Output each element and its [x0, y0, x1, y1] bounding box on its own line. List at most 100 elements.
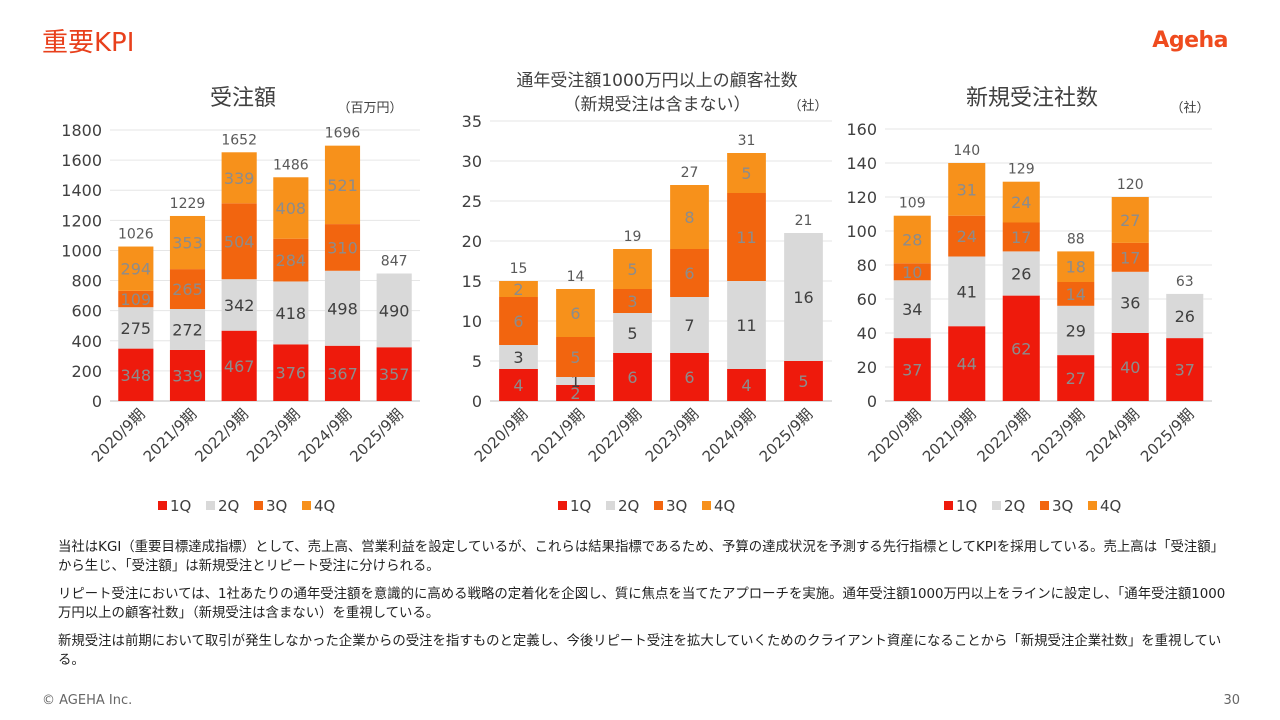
bar-segment-2q [1111, 271, 1149, 333]
legend-label: 2Q [1004, 497, 1025, 515]
legend-label: 2Q [618, 497, 639, 515]
data-label: 3 [513, 348, 523, 367]
y-tick-label: 30 [462, 152, 482, 171]
legend-label: 1Q [170, 497, 191, 515]
page-title: 重要KPI [42, 28, 135, 58]
data-label: 6 [627, 368, 637, 387]
bar-segment-1q [1002, 295, 1040, 401]
total-label: 21 [795, 213, 813, 229]
bar-segment-4q [118, 246, 154, 291]
data-label: 26 [1011, 265, 1031, 284]
legend-label: 3Q [1052, 497, 1073, 515]
y-tick-label: 25 [462, 192, 482, 211]
data-label: 7 [684, 316, 694, 335]
x-tick-label: 2023/9期 [1028, 405, 1089, 466]
y-tick-label: 160 [846, 120, 877, 139]
bar-segment-1q [670, 353, 709, 401]
legend-swatch-3q [654, 501, 663, 510]
data-label: 408 [276, 199, 307, 218]
bar-segment-4q [221, 152, 257, 204]
x-tick-label: 2023/9期 [642, 405, 703, 466]
y-tick-label: 15 [462, 272, 482, 291]
bar-segment-3q [499, 297, 538, 345]
data-label: 34 [902, 300, 922, 319]
bar-segment-2q [273, 281, 309, 345]
bar-segment-4q [324, 145, 361, 225]
bar-segment-3q [118, 290, 154, 308]
bar-segment-1q [613, 353, 652, 401]
bar-segment-4q [1057, 251, 1095, 282]
bar-segment-3q [169, 269, 206, 310]
bar-segment-3q [1111, 242, 1149, 272]
bar-segment-2q [613, 313, 652, 353]
bar-segment-2q [324, 270, 361, 346]
y-tick-label: 0 [472, 392, 482, 411]
bar-segment-3q [727, 193, 766, 281]
bar-segment-2q [221, 279, 257, 331]
bar-segment-2q [893, 280, 931, 339]
bar-segment-1q [1057, 355, 1095, 401]
bar-segment-3q [556, 337, 595, 377]
x-tick-label: 2024/9期 [295, 405, 356, 466]
bar-segment-1q [1111, 333, 1149, 401]
data-label: 339 [224, 169, 255, 188]
bar-segment-4q [727, 153, 766, 193]
data-label: 62 [1011, 339, 1031, 358]
data-label: 5 [627, 260, 637, 279]
total-label: 1696 [325, 126, 361, 142]
data-label: 5 [741, 164, 751, 183]
chart-subtitle: （新規受注は含まない） [564, 95, 751, 115]
bar-segment-4q [1111, 197, 1149, 243]
y-tick-label: 0 [92, 392, 102, 411]
data-label: 498 [327, 299, 358, 318]
data-label: 27 [1066, 369, 1086, 388]
data-label: 6 [570, 304, 580, 323]
data-label: 339 [172, 366, 203, 385]
data-label: 5 [570, 348, 580, 367]
legend-label: 4Q [1100, 497, 1121, 515]
x-tick-label: 2020/9期 [88, 405, 149, 466]
bar-segment-1q [499, 369, 538, 401]
bar-segment-3q [324, 224, 361, 271]
data-label: 24 [957, 227, 977, 246]
x-tick-label: 2022/9期 [973, 405, 1034, 466]
bar-segment-4q [948, 163, 986, 216]
total-label: 140 [953, 143, 980, 159]
y-tick-label: 140 [846, 154, 877, 173]
legend-swatch-1q [158, 501, 167, 510]
data-label: 284 [276, 251, 307, 270]
ageha-logo: Ageha [1152, 28, 1228, 53]
y-tick-label: 400 [71, 332, 102, 351]
bar-segment-1q [727, 369, 766, 401]
y-tick-label: 80 [857, 256, 877, 275]
legend-swatch-4q [1088, 501, 1097, 510]
x-tick-label: 2024/9期 [699, 405, 760, 466]
data-label: 521 [327, 176, 358, 195]
copyright: © AGEHA Inc. [42, 693, 133, 708]
legend-label: 4Q [714, 497, 735, 515]
bar-segment-4q [169, 215, 206, 270]
data-label: 37 [1175, 361, 1195, 380]
data-label: 8 [684, 208, 694, 227]
bar-segment-2q [169, 309, 206, 350]
paragraph-new: 新規受注は前期において取引が発生しなかった企業からの受注を指すものと定義し、今後… [58, 634, 1222, 668]
bar-segment-4q [499, 281, 538, 297]
legend-swatch-3q [254, 501, 263, 510]
data-label: 27 [1120, 211, 1140, 230]
bar-segment-3q [613, 289, 652, 313]
total-label: 14 [567, 269, 585, 285]
total-label: 1026 [118, 227, 154, 243]
legend-label: 4Q [314, 497, 335, 515]
data-label: 17 [1011, 228, 1031, 247]
data-label: 5 [798, 372, 808, 391]
bar-segment-2q [784, 233, 823, 361]
data-label: 14 [1066, 285, 1086, 304]
bar-segment-2q [499, 345, 538, 369]
y-tick-label: 100 [846, 222, 877, 241]
data-label: 418 [276, 304, 307, 323]
legend-swatch-2q [206, 501, 215, 510]
data-label: 3 [627, 292, 637, 311]
legend-label: 3Q [266, 497, 287, 515]
x-tick-label: 2021/9期 [919, 405, 980, 466]
